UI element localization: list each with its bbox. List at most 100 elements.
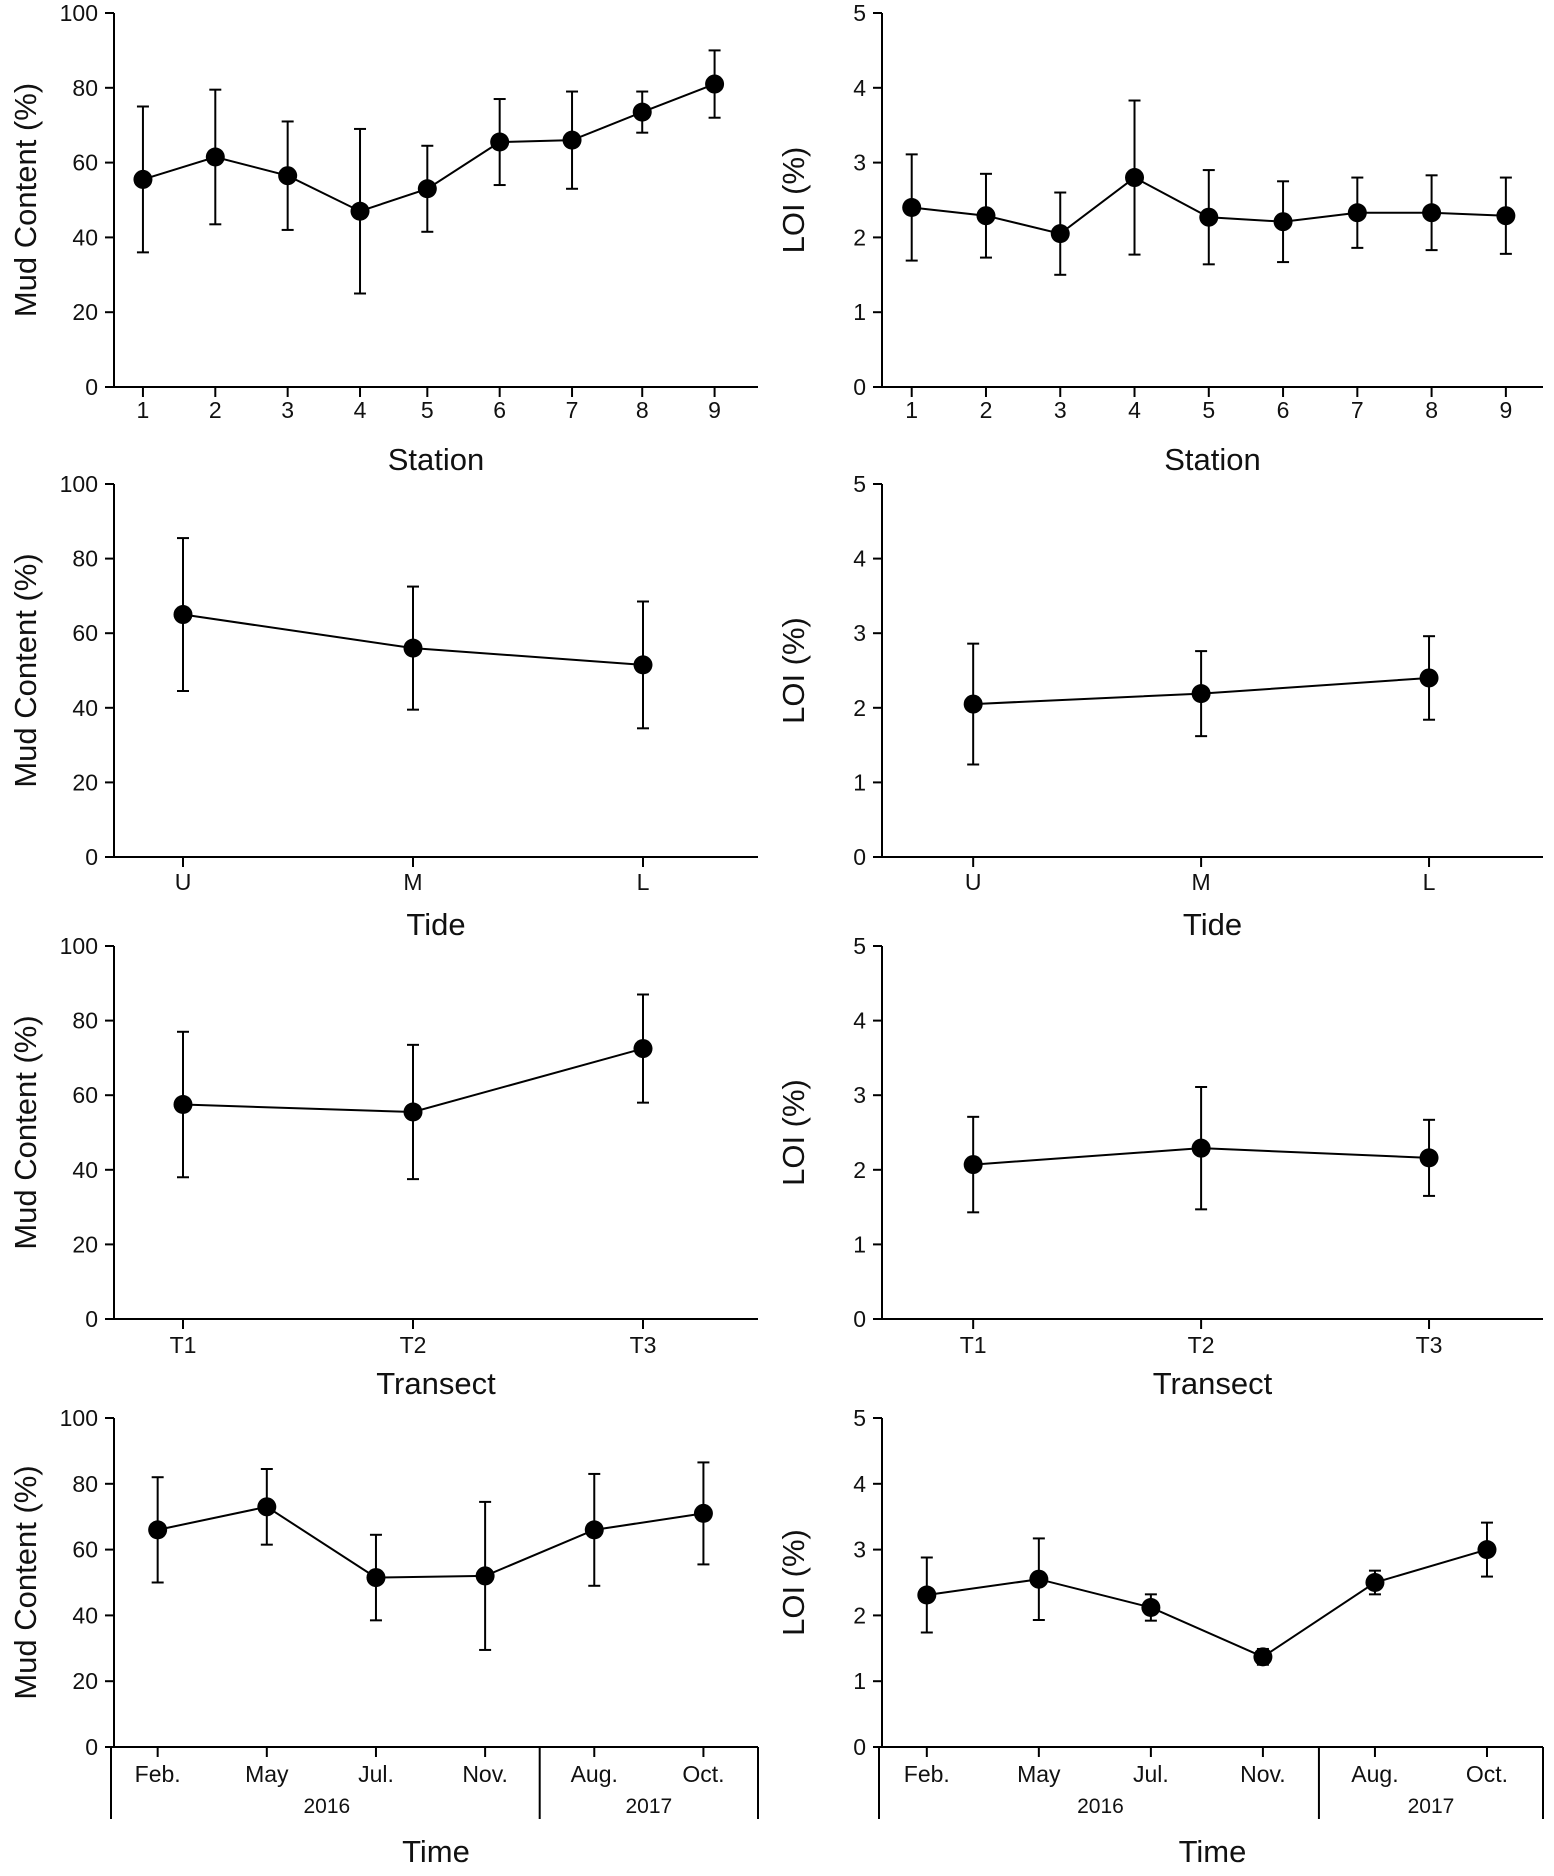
y-tick-label: 20 <box>72 1668 98 1694</box>
data-point <box>1477 1540 1497 1560</box>
data-point <box>1419 668 1439 688</box>
y-tick-label: 3 <box>853 620 866 646</box>
x-tick-label: Nov. <box>1240 1761 1286 1787</box>
x-tick-label: Oct. <box>682 1761 724 1787</box>
x-tick-label: 9 <box>708 397 721 423</box>
x-tick-label: 8 <box>636 397 649 423</box>
data-point <box>632 102 652 122</box>
x-tick-label: 4 <box>354 397 367 423</box>
panel-loi-tide: 0 1 2 3 4 5 U M L LOI (%) Tide <box>776 471 1543 942</box>
y-axis-title: Mud Content (%) <box>8 1465 43 1699</box>
panel-mud-tide: 0 20 40 60 80 100 U M L Mud Content (%) Tide <box>8 471 758 942</box>
year-group-label: 2016 <box>1077 1795 1124 1818</box>
data-point <box>257 1497 277 1517</box>
x-tick-label: 8 <box>1425 397 1438 423</box>
y-tick-label: 5 <box>853 1405 866 1431</box>
panel-loi-transect: 0 1 2 3 4 5 T1 T2 T3 LOI (%) Transect <box>776 933 1543 1401</box>
y-tick-label: 3 <box>853 150 866 176</box>
y-axis-title: LOI (%) <box>776 147 811 254</box>
x-tick-label: 2 <box>980 397 993 423</box>
x-tick-label: T1 <box>170 1332 197 1358</box>
x-tick-label: T2 <box>400 1332 427 1358</box>
x-tick-label: 3 <box>1054 397 1067 423</box>
x-tick-label: 2 <box>209 397 222 423</box>
panel-loi-time: 0 1 2 3 4 5 Feb. May Jul. Nov. Aug. Oct. LOI (%) 2016… <box>776 1405 1544 1869</box>
y-tick-label: 0 <box>853 374 866 400</box>
x-axis-title: Time <box>402 1834 470 1869</box>
y-tick-label: 60 <box>72 150 98 176</box>
data-point <box>366 1568 386 1588</box>
y-tick-label: 4 <box>853 546 866 572</box>
data-point <box>902 197 922 217</box>
y-tick-label: 4 <box>853 75 866 101</box>
panel-mud-transect: 0 20 40 60 80 100 T1 T2 T3 Mud Content (%) Transec… <box>8 933 758 1401</box>
x-axis-title: Station <box>1164 442 1261 477</box>
data-point <box>1050 224 1070 244</box>
y-tick-label: 1 <box>853 299 866 325</box>
x-tick-label: Feb. <box>135 1761 181 1787</box>
data-point <box>490 132 510 152</box>
data-point <box>1365 1573 1385 1592</box>
x-tick-label: Aug. <box>1351 1761 1398 1787</box>
y-tick-label: 4 <box>853 1008 866 1034</box>
data-point <box>705 74 725 94</box>
y-axis-title: Mud Content (%) <box>8 1015 43 1249</box>
y-tick-label: 80 <box>72 75 98 101</box>
y-tick-label: 40 <box>72 695 98 721</box>
y-tick-label: 4 <box>853 1471 866 1497</box>
y-tick-label: 100 <box>60 933 98 959</box>
y-tick-label: 0 <box>85 1734 98 1760</box>
data-point <box>350 201 370 221</box>
data-point <box>475 1566 495 1586</box>
y-tick-label: 80 <box>72 1008 98 1034</box>
y-tick-label: 0 <box>85 374 98 400</box>
y-tick-label: 2 <box>853 224 866 250</box>
y-tick-label: 100 <box>60 471 98 497</box>
y-axis-title: Mud Content (%) <box>8 83 43 317</box>
data-point <box>403 638 423 658</box>
y-tick-label: 60 <box>72 1082 98 1108</box>
y-tick-label: 80 <box>72 1471 98 1497</box>
data-point <box>963 1155 983 1175</box>
x-axis-title: Station <box>388 442 485 477</box>
x-tick-label: 9 <box>1499 397 1512 423</box>
x-tick-label: May <box>245 1761 289 1787</box>
y-tick-label: 1 <box>853 1231 866 1257</box>
y-tick-label: 20 <box>72 769 98 795</box>
y-tick-label: 0 <box>853 1306 866 1332</box>
panel-loi-station: 0 1 2 3 4 5 1 2 3 4 5 6 7 8 9 LOI (%) Station <box>776 0 1543 477</box>
data-point <box>417 179 437 199</box>
data-point <box>917 1585 937 1605</box>
y-tick-label: 60 <box>72 620 98 646</box>
y-tick-label: 40 <box>72 224 98 250</box>
y-tick-label: 5 <box>853 0 866 26</box>
y-tick-label: 3 <box>853 1537 866 1563</box>
y-tick-label: 0 <box>853 1734 866 1760</box>
y-axis-title: LOI (%) <box>776 617 811 724</box>
y-tick-label: 20 <box>72 1231 98 1257</box>
data-point <box>173 1095 193 1115</box>
panel-mud-time: 0 20 40 60 80 100 Feb. May Jul. Nov. Aug. Oct. Mud C… <box>8 1405 759 1869</box>
y-tick-label: 2 <box>853 1602 866 1628</box>
y-tick-label: 1 <box>853 769 866 795</box>
x-axis-title: Time <box>1179 1834 1247 1869</box>
data-point <box>1125 168 1145 188</box>
y-tick-label: 5 <box>853 471 866 497</box>
y-tick-label: 0 <box>85 1306 98 1332</box>
x-tick-label: 1 <box>137 397 150 423</box>
x-tick-label: Jul. <box>1133 1761 1169 1787</box>
x-tick-label: 1 <box>905 397 918 423</box>
data-point <box>1419 1148 1439 1168</box>
x-tick-label: Oct. <box>1466 1761 1508 1787</box>
data-point <box>584 1520 604 1540</box>
x-tick-label: 3 <box>281 397 294 423</box>
y-tick-label: 2 <box>853 1157 866 1183</box>
x-axis-title: Tide <box>406 907 465 942</box>
data-point <box>173 605 193 625</box>
y-axis-title: LOI (%) <box>776 1079 811 1186</box>
data-point <box>976 206 996 226</box>
data-point <box>278 166 298 186</box>
y-tick-label: 60 <box>72 1537 98 1563</box>
x-tick-label: U <box>175 869 192 895</box>
